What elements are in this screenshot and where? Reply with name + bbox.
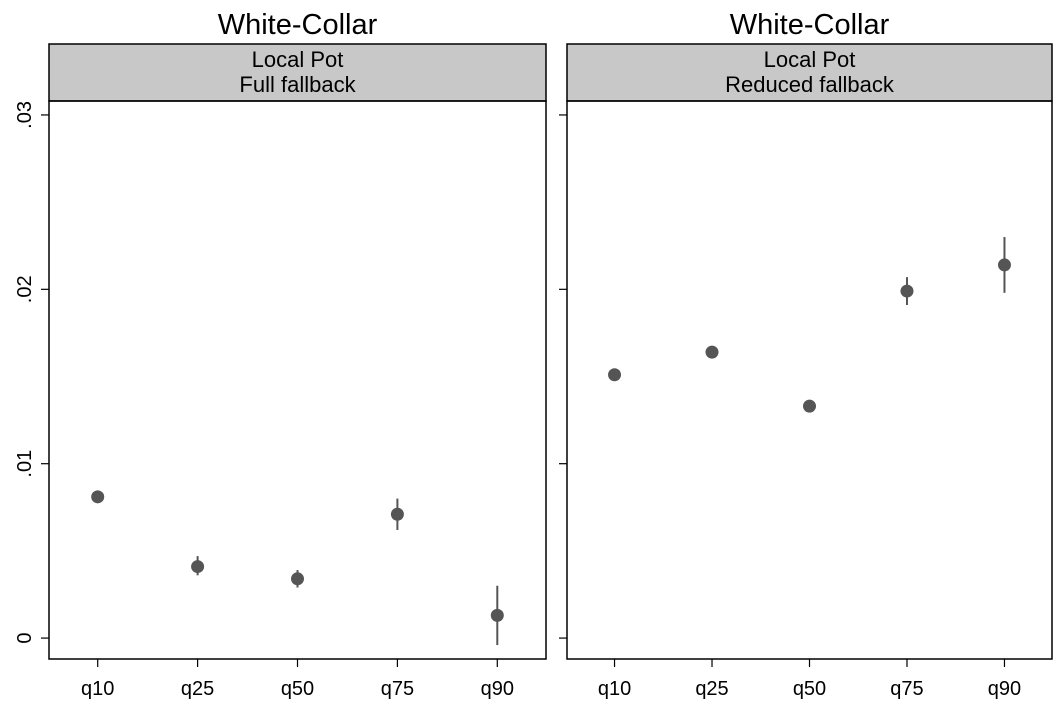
strip-label: Local Pot <box>764 47 856 72</box>
panel-title: White-Collar <box>730 9 890 41</box>
data-point <box>803 399 816 413</box>
x-tick-label: q90 <box>988 678 1021 700</box>
y-tick-label: .02 <box>14 275 36 303</box>
x-tick-label: q10 <box>598 678 631 700</box>
strip-label: Full fallback <box>239 72 356 97</box>
x-tick-label: q75 <box>381 678 414 700</box>
data-point <box>705 345 719 359</box>
data-point <box>608 368 622 382</box>
x-tick-label: q75 <box>890 678 923 700</box>
data-point <box>291 572 304 586</box>
x-tick-label: q25 <box>181 678 214 700</box>
y-tick-label: .01 <box>14 450 36 478</box>
data-point <box>91 490 105 504</box>
panel-strip <box>566 43 1053 102</box>
panel-title: White-Collar <box>218 9 378 41</box>
x-tick-label: q50 <box>793 678 826 700</box>
x-tick-label: q50 <box>281 678 314 700</box>
data-point <box>900 284 914 298</box>
x-tick-label: q90 <box>481 678 514 700</box>
strip-label: Reduced fallback <box>725 72 895 97</box>
y-tick-label: .03 <box>14 101 36 129</box>
panel-strip <box>48 43 547 102</box>
data-point <box>490 608 504 622</box>
strip-label: Local Pot <box>252 47 344 72</box>
y-tick-label: 0 <box>14 633 36 644</box>
data-point <box>191 560 205 574</box>
x-tick-label: q10 <box>81 678 114 700</box>
x-tick-label: q25 <box>695 678 728 700</box>
plot-frame <box>566 100 1053 660</box>
data-point <box>997 258 1011 272</box>
data-point <box>390 507 404 521</box>
